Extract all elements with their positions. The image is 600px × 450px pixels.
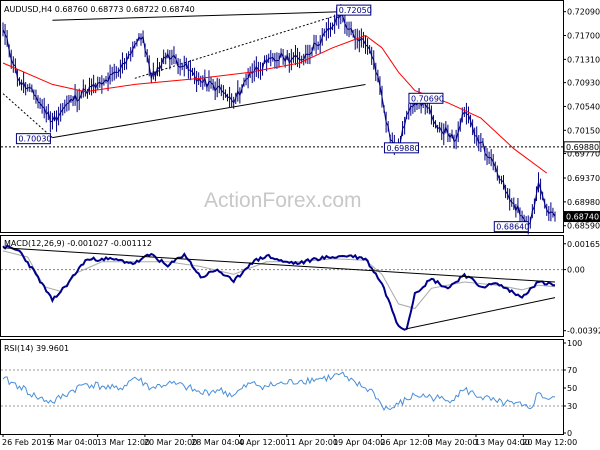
watermark: ActionForex.com — [204, 189, 362, 212]
x-tick-label: 19 Apr 04:00 — [333, 438, 385, 447]
x-tick-label: 20 Mar 20:00 — [144, 438, 197, 447]
price-annotation-label: 0.68640 — [496, 223, 529, 232]
macd-header: MACD(12,26,9) -0.001027 -0.001112 — [4, 239, 152, 248]
x-tick-label: 13 Mar 12:00 — [97, 438, 150, 447]
reference-price-tag — [563, 141, 600, 153]
price-panel-frame — [0, 0, 564, 233]
price-plot: 0.72050 0.70030 0.70690 0.69880 0.68640 — [1, 4, 563, 235]
price-y-tick-label: 0.68590 — [567, 222, 600, 231]
price-header: AUDUSD,H4 0.68760 0.68773 0.68722 0.6874… — [4, 5, 195, 14]
price-annotation-label: 0.72050 — [339, 6, 372, 15]
last-price-tag-label: 0.68740 — [566, 213, 599, 222]
rsi-line — [2, 371, 556, 412]
macd-plot — [1, 244, 563, 331]
x-tick-label: 26 Feb 2019 — [2, 438, 52, 447]
price-trendline — [2, 93, 53, 139]
x-tick-label: 26 Apr 12:00 — [380, 438, 432, 447]
price-y-tick-label: 0.69770 — [567, 150, 600, 159]
rsi-y-tick-label: 100 — [567, 339, 582, 348]
macd-trendline — [406, 297, 556, 330]
price-y-tick-label: 0.70540 — [567, 102, 600, 111]
macd-y-tick-label: -0.003922 — [567, 327, 600, 336]
rsi-plot — [1, 369, 563, 412]
price-annotation-box — [408, 92, 444, 104]
rsi-header: RSI(14) 39.9601 — [4, 344, 69, 353]
price-trendline — [52, 10, 366, 21]
price-trendline — [52, 83, 366, 139]
price-annotation-label: 0.70690 — [411, 94, 444, 103]
x-tick-label: 4 Apr 12:00 — [239, 438, 286, 447]
price-annotation-box — [336, 4, 372, 16]
rsi-y-tick-label: 70 — [567, 366, 577, 375]
price-y-tick-label: 0.70150 — [567, 126, 600, 135]
moving-average-line — [2, 34, 548, 174]
price-annotation-box — [383, 142, 419, 154]
rsi-y-tick-label: 50 — [567, 384, 577, 393]
price-y-tick-label: 0.71700 — [567, 32, 600, 41]
price-y-tick-label: 0.69370 — [567, 174, 600, 183]
macd-y-tick-label: 0.001659 — [567, 240, 600, 249]
reference-price-tag-label: 0.69880 — [566, 143, 599, 152]
price-y-tick-label: 0.71310 — [567, 55, 600, 64]
x-tick-label: 20 May 12:00 — [522, 438, 577, 447]
macd-trendline — [2, 247, 556, 283]
x-tick-label: 6 Mar 04:00 — [49, 438, 97, 447]
macd-panel-frame — [0, 235, 564, 337]
macd-line — [2, 244, 555, 331]
last-price-tag — [563, 211, 600, 223]
price-annotation-box — [15, 133, 51, 145]
x-tick-label: 28 Mar 04:00 — [191, 438, 244, 447]
price-annotation-box — [493, 221, 529, 233]
price-y-tick-label: 0.70930 — [567, 79, 600, 88]
x-tick-label: 3 May 20:00 — [428, 438, 478, 447]
x-tick-label: 11 Apr 20:00 — [286, 438, 338, 447]
x-tick-label: 13 May 04:00 — [475, 438, 530, 447]
macd-y-tick-label: 0.00 — [567, 266, 585, 275]
axis-labels: 0.72090 0.71700 0.71310 0.70930 0.70540 0.701… — [2, 8, 600, 447]
price-annotation-label: 0.70030 — [18, 135, 51, 144]
rsi-y-tick-label: 0 — [567, 429, 572, 438]
price-y-tick-label: 0.72090 — [567, 8, 600, 17]
price-annotation-label: 0.69880 — [386, 144, 419, 153]
price-y-tick-label: 0.68980 — [567, 198, 600, 207]
rsi-panel-frame — [0, 339, 564, 435]
rsi-y-tick-label: 30 — [567, 402, 577, 411]
